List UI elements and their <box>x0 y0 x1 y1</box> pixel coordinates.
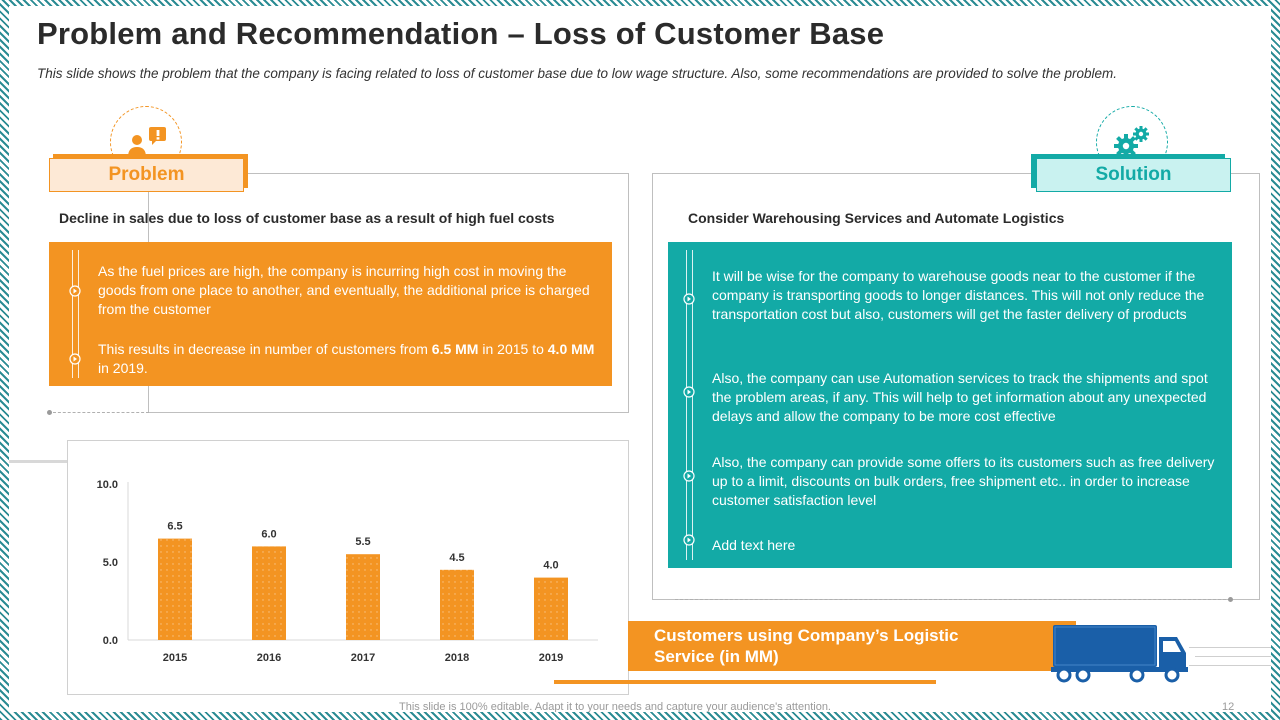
solution-tab: Solution <box>1036 158 1231 192</box>
chart-title-banner: Customers using Company’s Logistic Servi… <box>628 621 1076 671</box>
problem-heading: Decline in sales due to loss of customer… <box>59 210 555 226</box>
timeline-line <box>686 250 693 560</box>
data-label: 5.5 <box>355 536 370 548</box>
page-number: 12 <box>1222 701 1235 712</box>
banner-line-1: Customers using Company’s Logistic <box>654 626 959 645</box>
y-tick-label: 0.0 <box>103 635 118 647</box>
value-2015: 6.5 MM <box>431 341 479 357</box>
banner-line-2: Service (in MM) <box>654 647 779 666</box>
bullet-icon <box>683 470 695 482</box>
bar <box>346 554 380 640</box>
decorative-line <box>9 460 109 463</box>
solution-point-4: Add text here <box>712 537 796 553</box>
solution-box: It will be wise for the company to wareh… <box>668 242 1232 568</box>
bar <box>534 577 568 640</box>
timeline-line <box>72 250 79 378</box>
problem-tab: Problem <box>49 158 244 192</box>
page-title: Problem and Recommendation – Loss of Cus… <box>37 16 885 51</box>
bar <box>158 538 192 640</box>
bar <box>440 569 474 640</box>
bar-chart: 0.0 5.0 10.0 6.5 2015 6.0 2016 5.5 2017 4.5 2018 4.… <box>97 479 598 664</box>
problem-point-2: This results in decrease in number of cu… <box>98 341 595 376</box>
speed-line <box>1195 656 1271 657</box>
bar <box>252 546 286 640</box>
bullet-icon <box>683 293 695 305</box>
solution-point-3: Also, the company can provide some offer… <box>712 454 1215 508</box>
bullet-icon <box>683 386 695 398</box>
data-label: 4.0 <box>543 560 558 572</box>
problem-dashed-connector <box>53 412 149 413</box>
solution-connector-dot <box>1228 597 1233 602</box>
data-label: 6.0 <box>261 528 276 540</box>
speed-line <box>1189 665 1271 666</box>
bullet-icon <box>683 534 695 546</box>
data-label: 4.5 <box>449 552 464 564</box>
solution-point-2: Also, the company can use Automation ser… <box>712 370 1208 424</box>
truck-icon <box>1051 625 1188 683</box>
x-tick-label: 2019 <box>539 652 563 664</box>
x-tick-label: 2016 <box>257 652 281 664</box>
y-tick-label: 5.0 <box>103 557 118 569</box>
speed-line <box>1189 647 1271 648</box>
banner-underline <box>554 680 936 684</box>
solution-point-1: It will be wise for the company to wareh… <box>712 268 1205 322</box>
data-label: 6.5 <box>167 521 182 533</box>
x-tick-label: 2017 <box>351 652 375 664</box>
y-tick-label: 10.0 <box>97 479 118 491</box>
footer-text: This slide is 100% editable. Adapt it to… <box>399 701 831 712</box>
solution-dashed-connector <box>675 599 1231 600</box>
value-2019: 4.0 MM <box>547 341 595 357</box>
solution-heading: Consider Warehousing Services and Automa… <box>688 210 1065 226</box>
problem-point-1: As the fuel prices are high, the company… <box>98 263 590 317</box>
page-subtitle: This slide shows the problem that the co… <box>37 66 1118 81</box>
x-tick-label: 2018 <box>445 652 469 664</box>
chart-frame: 0.0 5.0 10.0 6.5 2015 6.0 2016 5.5 2017 4.5 2018 4.… <box>67 440 629 695</box>
bullet-icon <box>69 353 81 365</box>
problem-connector-dot <box>47 410 52 415</box>
x-tick-label: 2015 <box>163 652 187 664</box>
bullet-icon <box>69 285 81 297</box>
problem-box: As the fuel prices are high, the company… <box>49 242 612 386</box>
slide: Problem and Recommendation – Loss of Cus… <box>9 6 1271 712</box>
